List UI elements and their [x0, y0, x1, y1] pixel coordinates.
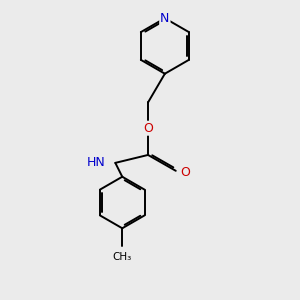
Text: O: O: [143, 122, 153, 135]
Text: O: O: [181, 166, 190, 179]
Text: HN: HN: [87, 156, 105, 170]
Text: CH₃: CH₃: [112, 252, 132, 262]
Text: N: N: [160, 12, 170, 25]
